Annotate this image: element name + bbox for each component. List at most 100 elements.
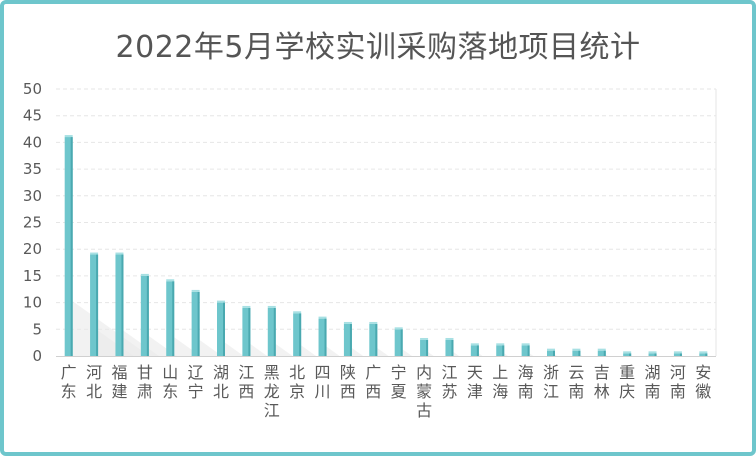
- bar-top: [470, 343, 479, 346]
- bar: [217, 302, 225, 356]
- x-tick-label-char: 海: [492, 382, 508, 401]
- bar-top: [318, 316, 327, 319]
- bar-shadow: [656, 355, 658, 356]
- bar: [369, 323, 378, 356]
- bar-shadow: [377, 347, 389, 356]
- x-tick-label-char: 福: [111, 363, 127, 382]
- bar-side: [349, 323, 352, 356]
- bar-side: [400, 329, 403, 356]
- bar-side: [654, 353, 657, 356]
- x-tick-label: 海南: [518, 363, 534, 401]
- bar-side: [679, 353, 682, 356]
- bar: [623, 353, 632, 356]
- bar-top: [394, 327, 403, 330]
- x-tick-label-char: 河: [670, 363, 686, 382]
- bar: [521, 345, 530, 356]
- bar-side: [502, 345, 505, 356]
- x-tick-label: 吉林: [594, 363, 610, 401]
- x-tick-label-char: 东: [162, 382, 178, 401]
- bar-side: [223, 302, 225, 356]
- bar: [115, 254, 124, 356]
- x-tick-label-char: 建: [111, 382, 127, 401]
- x-tick-label-char: 古: [416, 401, 432, 420]
- x-tick-label-char: 北: [289, 363, 305, 382]
- bar: [572, 350, 581, 356]
- x-tick-label-char: 浙: [543, 363, 559, 382]
- bar-side: [629, 353, 632, 356]
- x-tick-label: 内蒙古: [416, 363, 432, 420]
- bar-shadow: [402, 349, 413, 356]
- x-tick-label-char: 北: [86, 382, 102, 401]
- bar-top: [267, 305, 276, 308]
- bar-top: [597, 348, 606, 351]
- x-tick-label: 四川: [315, 363, 331, 401]
- bar: [166, 281, 175, 356]
- bar-side: [70, 137, 73, 356]
- x-tick-label-char: 江: [238, 363, 254, 382]
- bar-side: [451, 339, 454, 356]
- bar-side: [96, 254, 99, 356]
- x-tick-label-char: 林: [594, 382, 610, 401]
- x-tick-label: 广东: [61, 363, 77, 401]
- y-tick-label: 50: [23, 80, 42, 98]
- bar-shadow: [301, 345, 317, 356]
- bar: [267, 307, 276, 356]
- bar-top: [547, 348, 555, 351]
- bar: [470, 345, 479, 356]
- bar-shadow: [631, 355, 633, 356]
- x-tick-label-char: 天: [467, 363, 483, 382]
- bar: [90, 254, 99, 356]
- bar-side: [553, 350, 555, 356]
- bar-side: [146, 275, 149, 356]
- bar-shadow: [148, 335, 177, 356]
- x-tick-label: 重庆: [619, 363, 635, 401]
- x-tick-label-char: 夏: [391, 382, 407, 401]
- bar-side: [273, 307, 276, 356]
- bar-side: [121, 254, 124, 356]
- bar-top: [521, 343, 530, 346]
- x-tick-label-char: 云: [568, 363, 584, 382]
- x-tick-label: 湖南: [645, 363, 661, 401]
- bar: [293, 313, 302, 356]
- bar: [420, 339, 429, 356]
- x-tick-label-char: 宁: [391, 363, 407, 382]
- bar-side: [603, 350, 606, 356]
- x-tick-label-char: 陕: [340, 363, 356, 382]
- bar-side: [324, 318, 327, 356]
- x-tick-label-char: 肃: [137, 382, 153, 401]
- y-tick-label: 45: [23, 107, 42, 125]
- bar: [64, 137, 73, 356]
- bar-side: [248, 307, 251, 356]
- bar-top: [369, 321, 378, 324]
- x-tick-label-char: 宁: [188, 382, 204, 401]
- bar: [547, 350, 555, 356]
- x-tick-label-char: 南: [645, 382, 661, 401]
- bar: [343, 323, 352, 356]
- x-tick-label: 陕西: [340, 363, 356, 401]
- bar-top: [572, 348, 581, 351]
- bar: [318, 318, 327, 356]
- x-tick-label: 江西: [238, 363, 254, 401]
- bar: [597, 350, 606, 356]
- x-tick-label: 安徽: [695, 363, 711, 401]
- x-tick-label-char: 东: [61, 382, 77, 401]
- x-tick-label-char: 湖: [213, 363, 229, 382]
- bar-side: [375, 323, 378, 356]
- bar-shadow: [707, 355, 709, 356]
- bar: [445, 339, 454, 356]
- x-tick-label: 黑龙江: [264, 363, 280, 420]
- bar-top: [496, 343, 505, 346]
- bar-side: [578, 350, 581, 356]
- x-tick-label-char: 广: [61, 363, 77, 382]
- bar: [699, 353, 708, 356]
- x-tick-label: 北京: [289, 363, 305, 401]
- bar-shadow: [529, 353, 534, 356]
- bar-shadow: [275, 343, 293, 356]
- bar-shadow: [428, 351, 434, 356]
- bar-side: [426, 339, 429, 356]
- x-tick-label: 河北: [86, 363, 102, 401]
- bar-top: [343, 321, 352, 324]
- bar-side: [527, 345, 530, 356]
- bar-top: [191, 289, 200, 292]
